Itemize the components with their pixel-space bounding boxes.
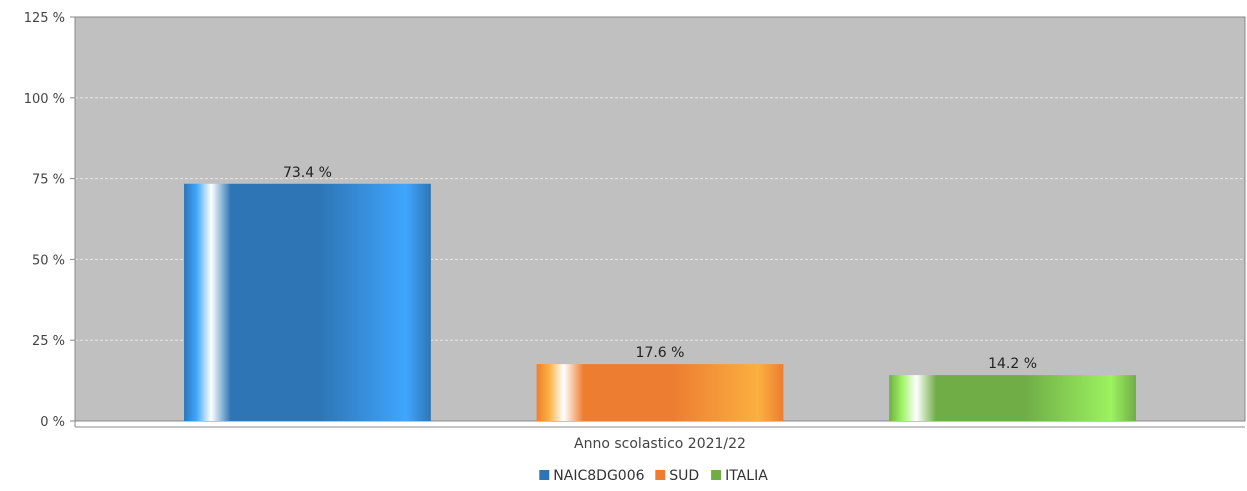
data-label-sud: 17.6 % [636,345,685,361]
data-label-naic8dg006: 73.4 % [283,165,332,181]
legend-label-sud: SUD [669,468,699,484]
axes: 0 % 25 % 50 % 75 % 100 % 125 % [24,11,1245,430]
data-labels: 73.4 % 17.6 % 14.2 % [283,165,1037,372]
legend-swatch-sud [655,470,666,480]
legend: NAIC8DG006 SUD ITALIA [539,468,768,484]
y-tick-label: 100 % [24,92,65,107]
bar-naic8dg006 [184,183,431,421]
data-label-italia: 14.2 % [988,356,1037,372]
bars [184,183,1136,421]
bar-italia [889,375,1136,421]
y-tick-label: 25 % [32,334,65,349]
bar-sud [536,364,784,421]
y-tick-label: 125 % [24,11,65,26]
y-tick-label: 0 % [40,415,65,430]
x-category-label: Anno scolastico 2021/22 [574,436,746,452]
y-tick-label: 75 % [32,173,65,188]
legend-swatch-italia [711,470,722,480]
legend-label-naic8dg006: NAIC8DG006 [553,468,644,484]
legend-swatch-naic8dg006 [539,470,550,480]
y-tick-label: 50 % [32,253,65,268]
legend-label-italia: ITALIA [725,468,768,484]
